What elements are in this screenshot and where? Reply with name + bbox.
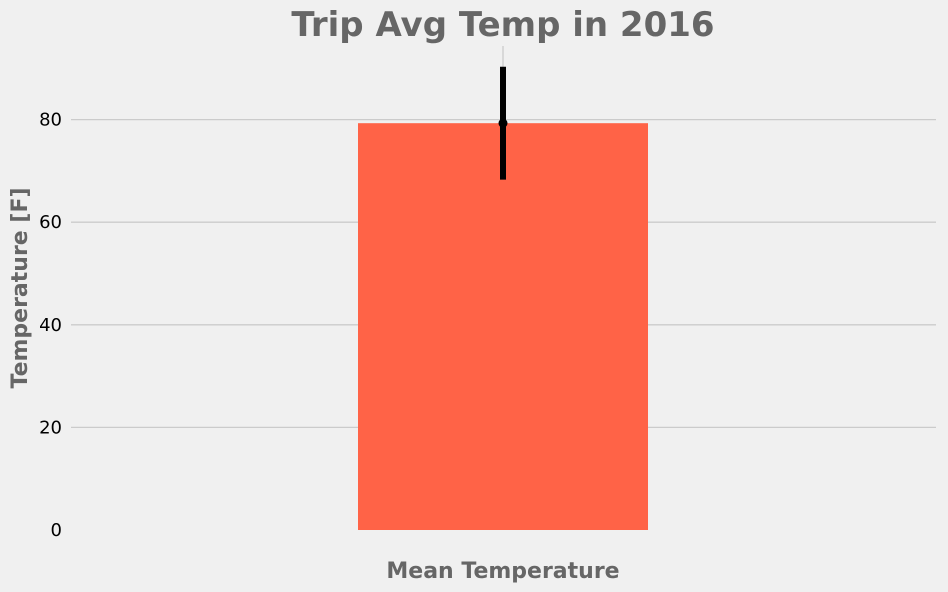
chart-title: Trip Avg Temp in 2016 <box>291 5 714 45</box>
y-tick-labels: 0 20 40 60 80 <box>39 110 62 541</box>
y-tick-label: 60 <box>39 212 62 233</box>
x-tick-labels: Mean Temperature <box>386 559 619 584</box>
y-tick-label: 20 <box>39 417 62 438</box>
error-bars <box>498 66 508 180</box>
error-bar-center-marker <box>498 118 508 128</box>
bars <box>358 123 648 530</box>
y-tick-label: 40 <box>39 315 62 336</box>
y-tick-label: 0 <box>51 520 62 541</box>
x-tick-label: Mean Temperature <box>386 559 619 584</box>
y-tick-label: 80 <box>39 110 62 131</box>
bar <box>358 123 648 530</box>
y-axis-label: Temperature [F] <box>8 187 33 388</box>
